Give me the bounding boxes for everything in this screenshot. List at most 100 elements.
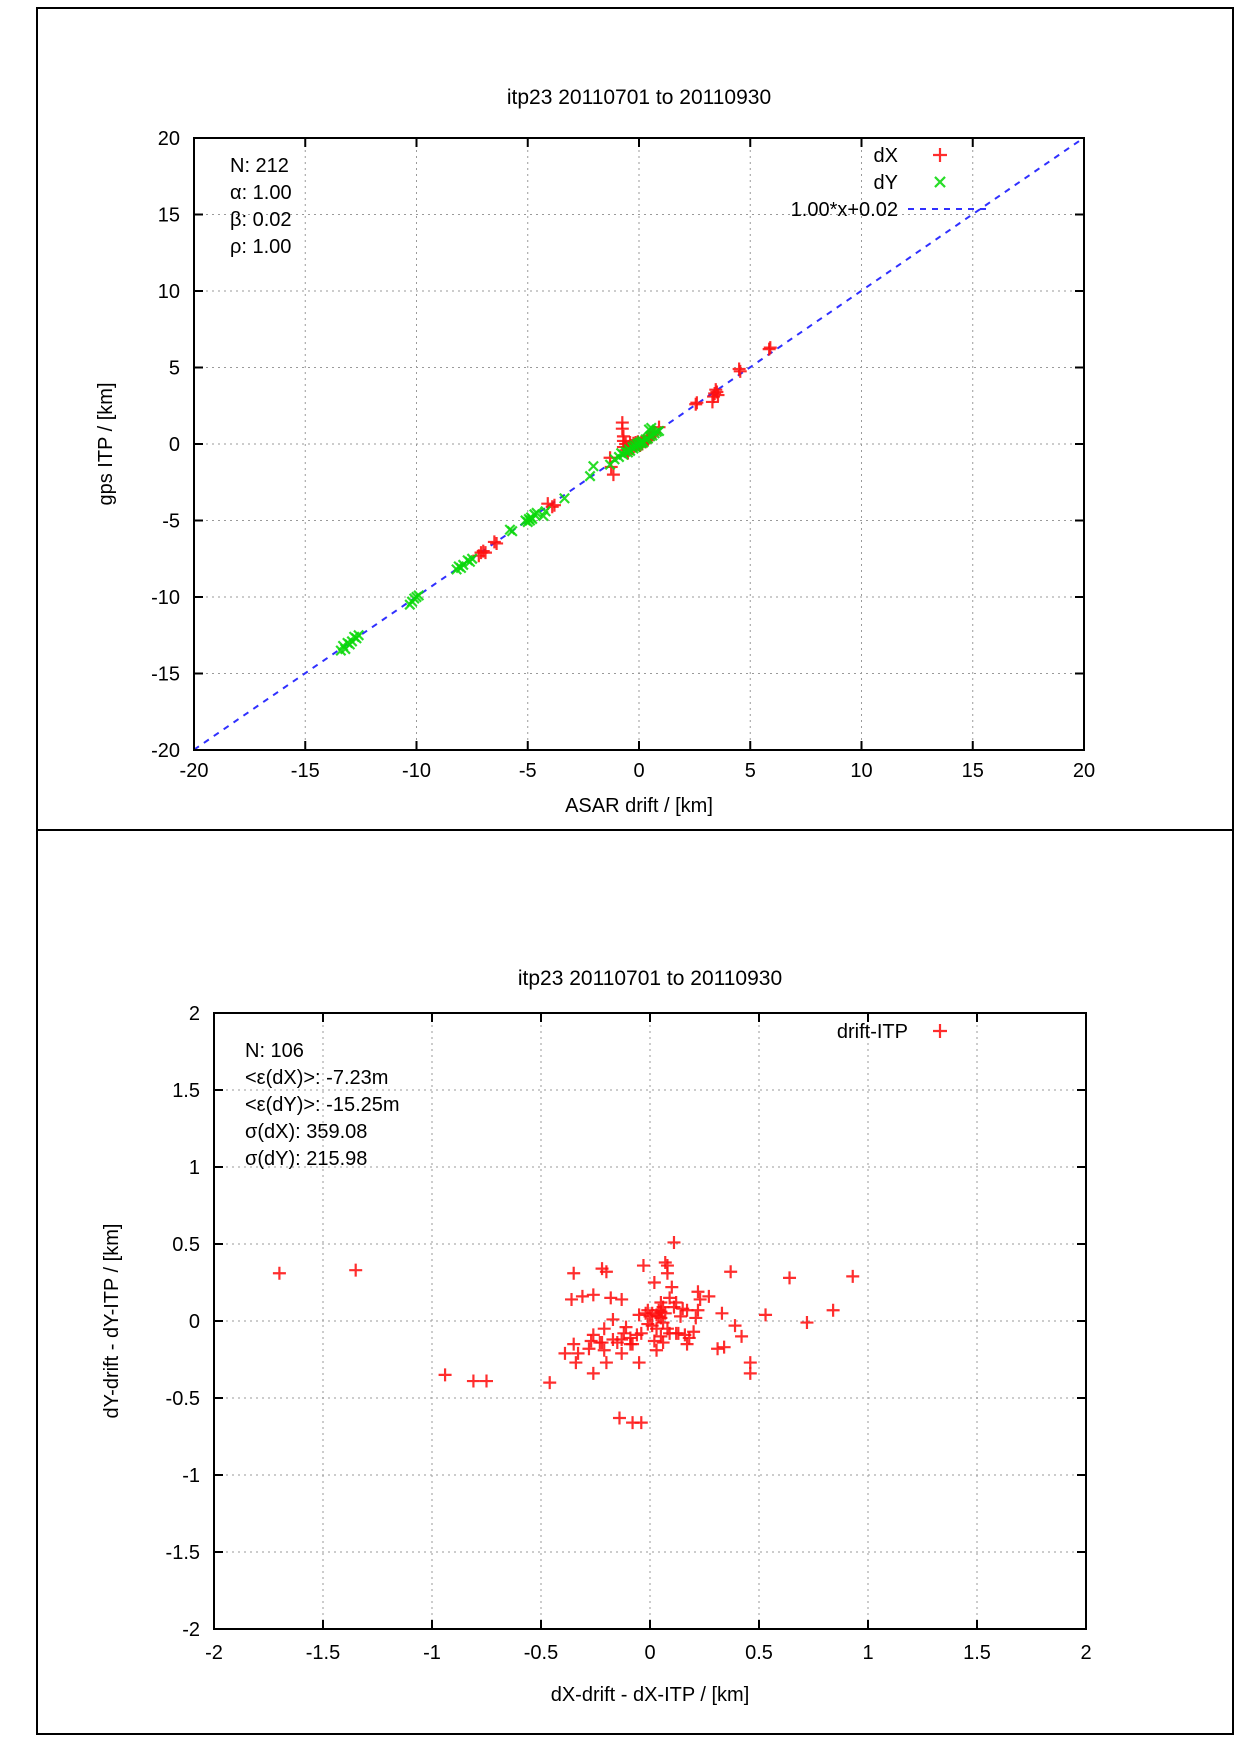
stat-eps-dy: <ε(dY)>: -15.25m xyxy=(245,1094,400,1116)
legend-label-dx: dX xyxy=(874,145,898,167)
plus-marker xyxy=(658,1306,672,1320)
plus-marker xyxy=(711,1342,725,1356)
stat-n: N: 212 xyxy=(230,155,289,177)
chart-title: itp23 20110701 to 20110930 xyxy=(518,967,782,990)
plus-marker xyxy=(604,1291,618,1305)
plus-marker xyxy=(349,1263,363,1277)
x-tick-label: 20 xyxy=(1073,760,1095,782)
cross-marker xyxy=(653,425,665,437)
plus-marker xyxy=(545,500,559,514)
plus-marker xyxy=(650,1322,664,1336)
legend-label-drift-itp: drift-ITP xyxy=(837,1021,908,1043)
plus-marker xyxy=(575,1289,589,1303)
y-tick-label: 0.5 xyxy=(172,1234,200,1256)
plus-marker xyxy=(800,1316,814,1330)
stat-beta: β: 0.02 xyxy=(230,209,292,231)
stat-alpha: α: 1.00 xyxy=(230,182,292,204)
scatter-plot-correlation: -20 -15 -10 -5 0 5 10 15 20 -20 -15 -10 -5 0 5 10 15 20 i… xyxy=(95,86,1095,817)
y-tick-label: 0 xyxy=(189,1311,200,1333)
scatter-plot-residuals: -2 -1.5 -1 -0.5 0 0.5 1 1.5 2 -2 -1.5 -1 -0.5 0 0.5 1 1.… xyxy=(101,967,1092,1706)
x-tick-label: 15 xyxy=(962,760,984,782)
plus-marker xyxy=(663,1291,677,1305)
plus-marker xyxy=(582,1342,596,1356)
x-tick-label: 10 xyxy=(850,760,872,782)
y-axis-label: gps ITP / [km] xyxy=(95,383,117,506)
plus-marker xyxy=(272,1266,286,1280)
y-tick-label: -1.5 xyxy=(166,1542,200,1564)
plus-marker xyxy=(634,1326,648,1340)
plus-marker xyxy=(733,364,747,378)
plus-marker xyxy=(846,1269,860,1283)
x-tick-label: 0 xyxy=(644,1642,655,1664)
plus-marker xyxy=(656,1336,670,1350)
x-tick-label: 0.5 xyxy=(745,1642,773,1664)
plus-marker xyxy=(626,1337,640,1351)
plus-marker xyxy=(615,1346,629,1360)
plus-marker xyxy=(597,1322,611,1336)
plus-marker xyxy=(597,1343,611,1357)
plus-marker xyxy=(658,1255,672,1269)
plus-marker xyxy=(615,422,629,436)
plus-marker xyxy=(599,1265,613,1279)
stat-sigma-dx: σ(dX): 359.08 xyxy=(245,1121,367,1143)
y-tick-label: -20 xyxy=(151,740,180,762)
plus-marker xyxy=(606,1312,620,1326)
plus-marker xyxy=(717,1340,731,1354)
x-tick-label: -15 xyxy=(291,760,320,782)
plus-marker xyxy=(632,1308,646,1322)
plus-marker xyxy=(543,1376,557,1390)
x-axis-label: dX-drift - dX-ITP / [km] xyxy=(551,1684,750,1706)
plus-marker xyxy=(693,1292,707,1306)
cross-marker xyxy=(531,507,543,519)
cross-marker xyxy=(559,492,570,504)
plus-marker xyxy=(735,1329,749,1343)
x-tick-label: 0 xyxy=(633,760,644,782)
y-tick-label: 20 xyxy=(158,128,180,150)
plus-marker xyxy=(680,1303,694,1317)
y-tick-label: -0.5 xyxy=(166,1388,200,1410)
y-tick-label: 10 xyxy=(158,281,180,303)
plus-marker xyxy=(586,1328,600,1342)
series-dY-points xyxy=(335,422,665,657)
plus-marker xyxy=(702,1289,716,1303)
plus-marker xyxy=(647,1276,661,1289)
plus-marker xyxy=(728,1319,742,1333)
page-frame-bottom xyxy=(36,829,1234,1735)
plus-marker xyxy=(569,1356,583,1370)
stat-eps-dx: <ε(dX)>: -7.23m xyxy=(245,1067,388,1089)
cross-marker xyxy=(353,629,365,641)
x-tick-label: -5 xyxy=(519,760,537,782)
plus-marker xyxy=(586,1288,600,1302)
cross-marker xyxy=(584,470,596,482)
plus-marker xyxy=(660,1266,674,1280)
plus-marker xyxy=(647,1334,661,1348)
plus-marker xyxy=(634,1416,648,1430)
legend-label-dy: dY xyxy=(874,172,898,194)
stat-sigma-dy: σ(dY): 215.98 xyxy=(245,1148,367,1170)
plus-marker xyxy=(478,546,492,560)
plus-marker xyxy=(674,1309,688,1323)
plus-marker xyxy=(565,1292,579,1306)
plus-marker xyxy=(826,1303,840,1317)
stats-block: N: 106 <ε(dX)>: -7.23m <ε(dY)>: -15.25m … xyxy=(245,1040,400,1170)
x-tick-label: -20 xyxy=(180,760,209,782)
y-tick-label: 0 xyxy=(169,434,180,456)
plus-marker xyxy=(711,388,725,402)
stat-n: N: 106 xyxy=(245,1040,304,1062)
y-tick-label: 5 xyxy=(169,358,180,380)
plus-marker xyxy=(671,1326,685,1340)
plus-marker xyxy=(656,1300,670,1314)
x-tick-label: 2 xyxy=(1080,1642,1091,1664)
x-tick-label: 5 xyxy=(745,760,756,782)
plus-marker xyxy=(584,1334,598,1348)
plus-marker xyxy=(762,342,776,356)
plus-marker xyxy=(743,1366,757,1380)
plus-marker xyxy=(724,1265,738,1279)
plus-marker xyxy=(650,1343,664,1357)
plus-marker xyxy=(783,1271,797,1285)
plus-marker xyxy=(715,1306,729,1320)
y-tick-label: -2 xyxy=(182,1619,200,1641)
y-axis-label: dY-drift - dY-ITP / [km] xyxy=(101,1224,123,1419)
y-tick-label: 15 xyxy=(158,205,180,227)
